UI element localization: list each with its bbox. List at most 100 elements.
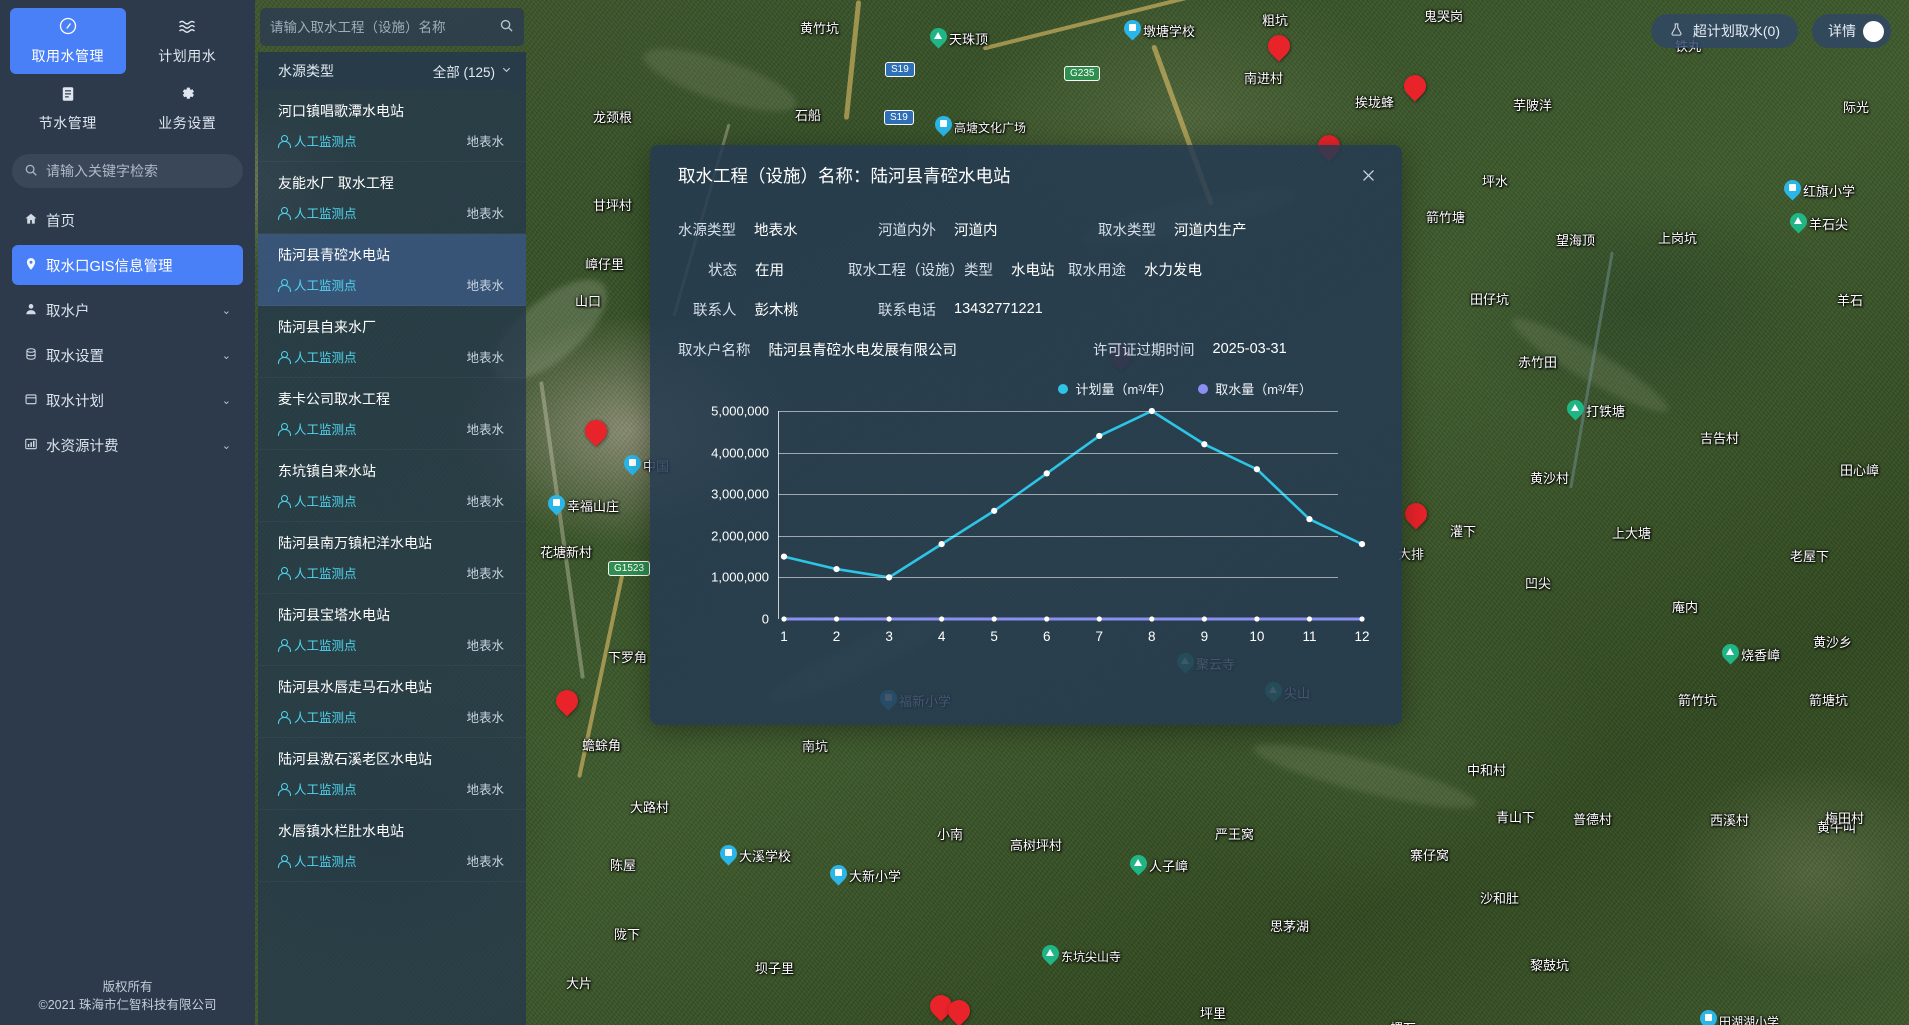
facility-list-item[interactable]: 陆河县南万镇杞洋水电站 人工监测点 地表水 xyxy=(258,522,526,594)
chevron-down-icon: ⌄ xyxy=(221,304,231,317)
chart-gridline xyxy=(778,494,1338,496)
search-icon[interactable] xyxy=(499,18,514,36)
facility-list-item[interactable]: 陆河县水唇走马石水电站人工监测点 地表水 xyxy=(258,666,526,738)
facility-list-item[interactable]: 陆河县青硿水电站 人工监测点 地表水 xyxy=(258,234,526,306)
chart-data-point[interactable] xyxy=(939,616,945,622)
chart-data-point[interactable] xyxy=(833,565,840,573)
chart-gridline xyxy=(778,535,1338,537)
facility-meta: 人工监测点 地表水 xyxy=(278,635,512,654)
facility-monitor-tag: 人工监测点 xyxy=(278,131,357,150)
map-intake-pin[interactable] xyxy=(556,690,578,720)
detail-toggle[interactable]: 详情 xyxy=(1812,14,1891,48)
facility-meta: 人工监测点 地表水 xyxy=(278,131,512,150)
facility-name: 河口镇唱歌潭水电站 xyxy=(278,103,404,119)
chart-data-point[interactable] xyxy=(1359,616,1365,622)
chart-data-point[interactable] xyxy=(781,616,787,622)
facility-list-item[interactable]: 陆河县宝塔水电站 人工监测点 地表水 xyxy=(258,594,526,666)
module-tab-business-settings[interactable]: 业务设置 xyxy=(130,76,246,142)
chart-data-point[interactable] xyxy=(1201,441,1208,448)
modal-title-value: 陆河县青硿水电站 xyxy=(870,165,1011,186)
detail-value: 彭木桃 xyxy=(754,302,799,319)
sidebar-item-water-settings[interactable]: 取水设置 ⌄ xyxy=(12,335,243,375)
chart-data-point[interactable] xyxy=(1254,616,1260,622)
sidebar-item-label: 水资源计费 xyxy=(46,438,119,455)
toggle-knob[interactable] xyxy=(1863,20,1884,42)
map-intake-pin[interactable] xyxy=(1404,75,1426,105)
water-source-filter[interactable]: 水源类型 全部 (125) xyxy=(258,52,526,90)
chart-y-tick-label: 2,000,000 xyxy=(711,528,769,544)
chart-data-point[interactable] xyxy=(1149,616,1155,622)
module-tab-planned-water[interactable]: 计划用水 xyxy=(130,8,246,74)
module-tab-water-saving[interactable]: 节水管理 xyxy=(10,76,126,142)
facility-list-item[interactable]: 麦卡公司取水工程 人工监测点 地表水 xyxy=(258,378,526,450)
chart-data-point[interactable] xyxy=(833,616,840,622)
facility-monitor-tag-label: 人工监测点 xyxy=(294,423,357,437)
database-icon xyxy=(24,347,46,364)
chart-data-point[interactable] xyxy=(1043,470,1050,477)
module-tab-water-use[interactable]: 取用水管理 xyxy=(10,8,126,74)
facility-monitor-tag-label: 人工监测点 xyxy=(294,567,357,581)
chart-data-point[interactable] xyxy=(991,507,998,514)
facility-search-input[interactable] xyxy=(270,19,499,35)
chevron-down-icon: ⌄ xyxy=(221,349,231,362)
facility-list-item[interactable]: 东坑镇自来水站 人工监测点 地表水 xyxy=(258,450,526,522)
legend-item-actual[interactable]: 取水量（m³/年） xyxy=(1198,379,1312,398)
chart-data-point[interactable] xyxy=(1044,616,1050,622)
close-icon[interactable] xyxy=(1354,161,1382,189)
sidebar-search-box[interactable] xyxy=(12,154,243,188)
legend-label: 计划量（m³/年） xyxy=(1075,382,1173,397)
facility-name: 陆河县水唇走马石水电站 xyxy=(278,679,432,695)
sidebar-search-input[interactable] xyxy=(46,163,231,179)
facility-list-item[interactable]: 水唇镇水栏肚水电站 人工监测点 地表水 xyxy=(258,810,526,882)
filter-value-group[interactable]: 全部 (125) xyxy=(433,61,512,81)
chart-data-point[interactable] xyxy=(938,541,945,548)
facility-source-type: 地表水 xyxy=(466,135,504,149)
sidebar-item-water-user[interactable]: 取水户 ⌄ xyxy=(12,290,243,330)
detail-value: 陆河县青硿水电发展有限公司 xyxy=(768,342,958,359)
chart-data-point[interactable] xyxy=(886,616,892,622)
chart-data-point[interactable] xyxy=(1306,516,1313,523)
sidebar-item-billing[interactable]: 水资源计费 ⌄ xyxy=(12,425,243,465)
chevron-down-icon xyxy=(501,64,512,78)
sidebar-item-water-plan[interactable]: 取水计划 ⌄ xyxy=(12,380,243,420)
detail-row: 联系人 彭木桃 联系电话 13432771221 xyxy=(678,289,1374,329)
map-intake-pin[interactable] xyxy=(585,420,607,450)
home-icon xyxy=(24,212,46,229)
facility-list-item[interactable]: 河口镇唱歌潭水电站 人工监测点 地表水 xyxy=(258,90,526,162)
chart-data-point[interactable] xyxy=(1358,541,1366,548)
facility-list-item[interactable]: 友能水厂 取水工程 人工监测点 地表水 xyxy=(258,162,526,234)
flask-icon xyxy=(1669,21,1684,41)
sidebar-item-gis[interactable]: 取水口GIS信息管理 xyxy=(12,245,243,285)
facility-source-type: 地表水 xyxy=(466,711,504,725)
facility-list[interactable]: 河口镇唱歌潭水电站 人工监测点 地表水 友能水厂 取水工程 人工监测点 地表水 陆河县青硿水… xyxy=(258,90,526,1025)
overplan-water-button[interactable]: 超计划取水(0) xyxy=(1650,14,1798,48)
map-intake-pin[interactable] xyxy=(1268,35,1290,65)
chart-data-point[interactable] xyxy=(780,553,788,560)
chart-data-point[interactable] xyxy=(1096,432,1103,440)
facility-monitor-tag-label: 人工监测点 xyxy=(294,711,357,725)
facility-list-item[interactable]: 陆河县激石溪老区水电站 人工监测点 地表水 xyxy=(258,738,526,810)
legend-item-plan[interactable]: 计划量（m³/年） xyxy=(1058,379,1172,398)
chart-data-point[interactable] xyxy=(1253,466,1261,473)
copyright-block: 版权所有 ©2021 珠海市仁智科技有限公司 xyxy=(0,978,255,1025)
chart-x-tick-label: 1 xyxy=(780,629,788,644)
map-intake-pin[interactable] xyxy=(1405,503,1427,533)
chart-data-point[interactable] xyxy=(1201,616,1207,622)
chart-data-point[interactable] xyxy=(1096,616,1102,622)
chart-data-point[interactable] xyxy=(1306,616,1313,622)
facility-list-item[interactable]: 陆河县自来水厂 人工监测点 地表水 xyxy=(258,306,526,378)
detail-label: 许可证过期时间 xyxy=(1093,342,1195,359)
detail-field-status: 状态 在用 xyxy=(678,259,878,280)
gear-icon xyxy=(178,85,196,106)
sidebar-item-home[interactable]: 首页 xyxy=(12,200,243,240)
facility-meta: 人工监测点 地表水 xyxy=(278,203,512,222)
detail-field-user-name: 取水户名称 陆河县青硿水电发展有限公司 xyxy=(678,339,1093,360)
facility-search-box[interactable] xyxy=(260,8,524,46)
chart-plot-area: 0 1,000,000 2,000,000 3,000,000 4,000,000 5,0… xyxy=(711,404,1369,645)
chart-data-point[interactable] xyxy=(991,616,997,622)
detail-field-in-channel: 河道内外 河道内 xyxy=(878,219,1098,240)
chart-lines xyxy=(780,407,1366,622)
map-intake-pin[interactable] xyxy=(948,1000,970,1025)
detail-row: 状态 在用 取水工程（设施）类型 水电站 取水用途 水力发电 xyxy=(678,249,1374,289)
